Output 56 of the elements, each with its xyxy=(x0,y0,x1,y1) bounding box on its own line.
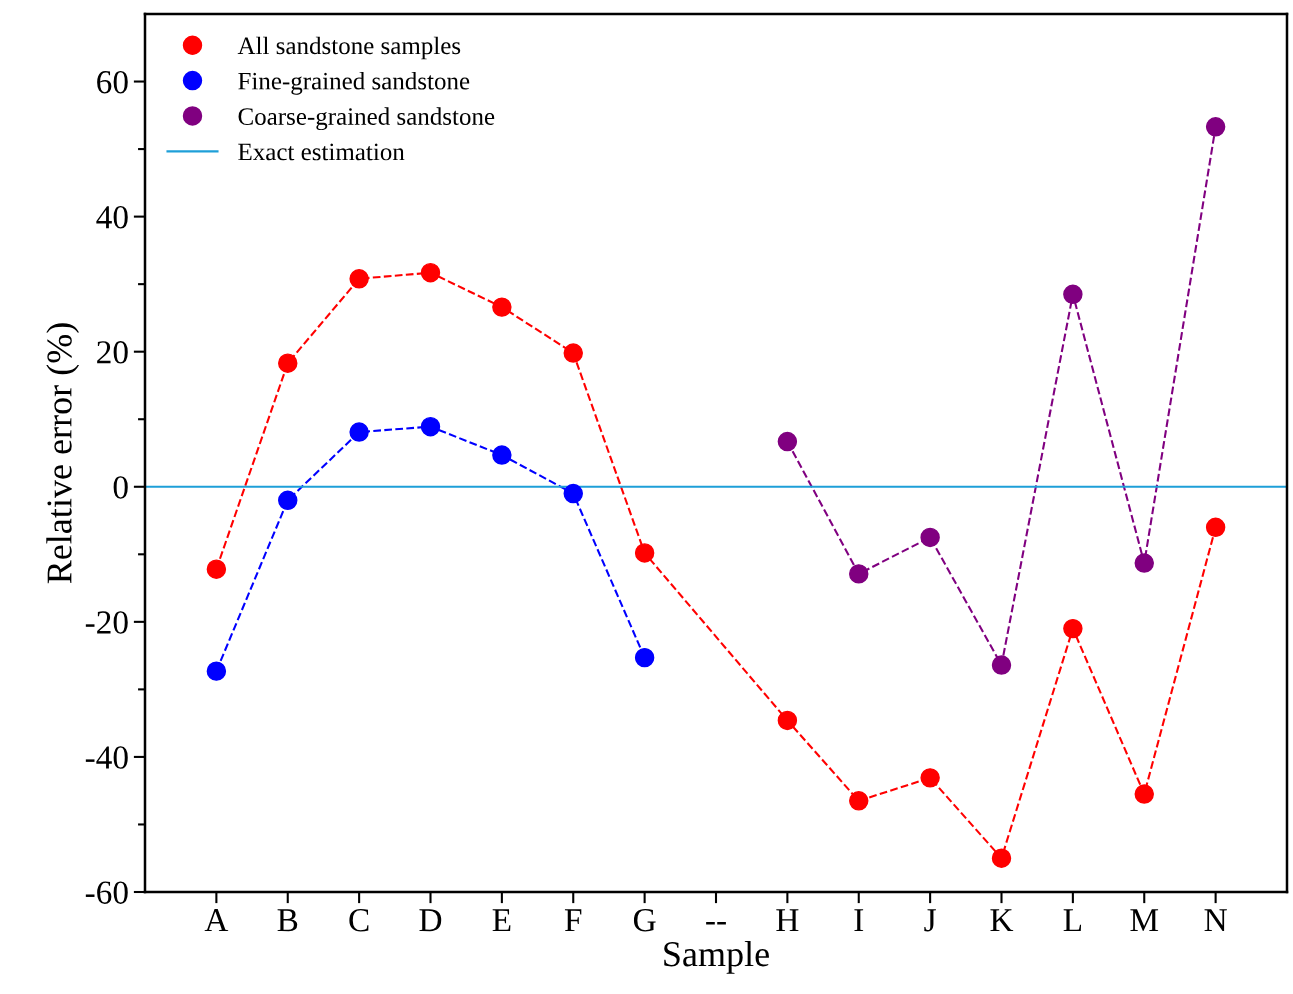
point xyxy=(420,262,441,283)
legend-label: All sandstone samples xyxy=(237,36,461,60)
x-tick-label: N xyxy=(1204,909,1227,932)
x-tick-label: B xyxy=(277,909,298,932)
y-tick-label: 60 xyxy=(97,70,128,94)
point xyxy=(1205,517,1226,538)
point xyxy=(991,848,1012,868)
point xyxy=(920,768,940,788)
x-tick-label: J xyxy=(924,909,936,932)
y-tick-label: 20 xyxy=(97,341,128,364)
y-axis-title: Relative error (%) xyxy=(46,323,80,584)
x-tick-label: I xyxy=(854,909,864,932)
x-tick-label: D xyxy=(419,909,442,932)
y-tick-label: -60 xyxy=(85,881,128,904)
y-tick-label: -20 xyxy=(85,611,128,634)
point xyxy=(634,543,655,563)
x-tick-label: E xyxy=(492,909,511,932)
x-tick-label: -- xyxy=(706,922,726,925)
y-tick-label: 40 xyxy=(96,206,128,229)
point xyxy=(991,655,1012,675)
legend-label: Coarse-grained sandstone xyxy=(238,107,495,131)
point xyxy=(278,353,298,373)
legend-label: Fine-grained sandstone xyxy=(238,71,470,95)
point xyxy=(777,710,798,731)
point xyxy=(206,559,227,579)
x-axis-title: Sample xyxy=(664,940,769,974)
point xyxy=(349,422,369,442)
y-tick-label: 0 xyxy=(113,476,128,499)
point xyxy=(1134,784,1154,804)
point xyxy=(492,297,512,317)
point xyxy=(563,483,583,504)
point xyxy=(420,416,441,437)
y-tick-label: -40 xyxy=(85,746,128,769)
x-tick-label: L xyxy=(1063,909,1082,932)
point xyxy=(1063,618,1083,639)
point xyxy=(1205,117,1226,137)
point xyxy=(1063,284,1083,305)
point xyxy=(777,431,798,452)
point xyxy=(849,564,869,584)
point xyxy=(1134,553,1154,573)
x-tick-label: A xyxy=(204,909,229,932)
x-tick-label: K xyxy=(990,909,1014,932)
x-tick-label: F xyxy=(564,909,582,932)
legend-label: Exact estimation xyxy=(238,143,405,161)
point xyxy=(849,791,869,811)
point xyxy=(278,490,298,510)
point xyxy=(492,445,512,465)
x-tick-label: H xyxy=(776,909,799,932)
point xyxy=(563,343,583,363)
x-tick-label: M xyxy=(1130,909,1159,932)
point xyxy=(920,527,940,548)
point xyxy=(206,661,227,681)
point xyxy=(634,647,655,668)
x-tick-label: G xyxy=(633,909,656,932)
point xyxy=(349,269,369,289)
x-tick-label: C xyxy=(349,909,369,932)
